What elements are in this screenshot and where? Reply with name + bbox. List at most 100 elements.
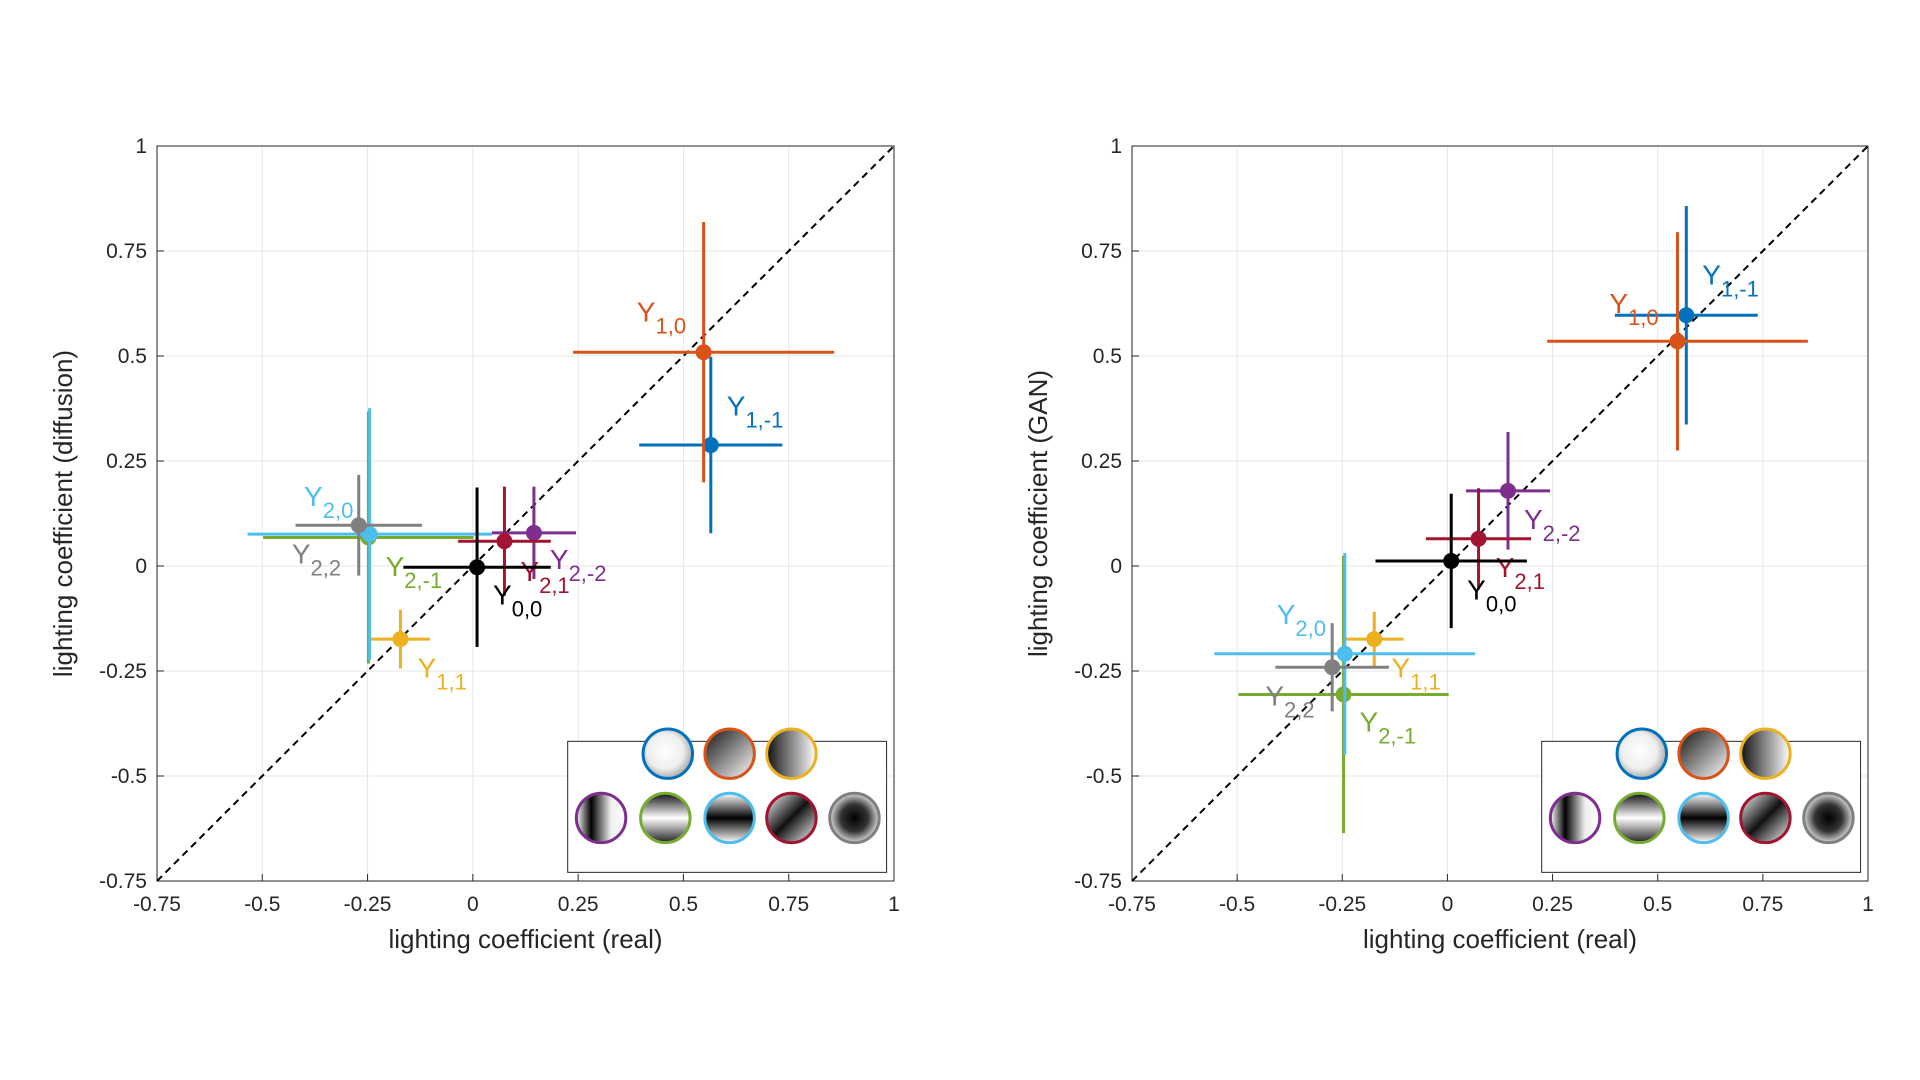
series-label-index: 1,1 [436,670,467,695]
series-label: Y2,0 [1277,599,1326,641]
series-label-index: 2,-2 [569,561,607,586]
x-tick-label: 1 [888,893,900,916]
x-tick-label: 0.75 [768,893,809,916]
series-label-index: 2,1 [1514,569,1545,594]
axes-box [1131,145,1869,882]
y-tick-label: 1 [135,135,147,158]
series-label-main: Y [1702,259,1721,290]
series-label: Y2,-2 [550,544,607,586]
point [1470,530,1487,547]
series-label-main: Y [292,539,311,570]
series-label-index: 0,0 [512,596,543,621]
identity-line [1131,145,1869,882]
inset-swatch [1677,791,1730,845]
y-tick-label: -0.75 [1074,870,1122,893]
y-tick-label: -0.25 [1074,660,1122,683]
inset-swatch [1802,791,1855,845]
series-label: Y2,1 [1496,552,1545,594]
inset-swatch [1548,791,1602,845]
point [1366,631,1383,648]
inset-swatch [641,727,695,780]
series-label: Y2,0 [304,481,353,523]
series-label-index: 1,0 [655,313,686,338]
x-tick-label: -0.5 [1219,893,1255,916]
series-label: Y0,0 [1467,574,1516,616]
x-tick-label: 0.5 [669,893,698,916]
x-tick-label: 0 [1442,893,1454,916]
x-tick-label: 0.25 [1532,893,1573,916]
inset-swatch [765,791,818,845]
series-label-index: 2,1 [539,573,570,598]
series-label: Y2,2 [292,539,341,581]
inset-swatch [639,791,692,845]
point [1443,552,1460,569]
series-label: Y2,2 [1265,681,1314,723]
x-tick-label: -0.25 [1318,893,1366,916]
series-label: Y1,-1 [1702,259,1759,301]
series-label-index: 2,-2 [1543,521,1581,546]
series-label-index: 1,-1 [1721,276,1759,301]
point [469,559,486,576]
inset-swatch [1677,727,1730,780]
series-label-main: Y [386,551,405,582]
y-tick-label: 0.75 [1081,240,1122,263]
series-label-index: 1,-1 [745,407,783,432]
series-label: Y2,1 [520,556,569,598]
x-axis-label: lighting coefficient (real) [388,924,662,954]
point [361,526,378,543]
point [496,533,513,550]
point [1678,307,1695,324]
y-tick-label: 1 [1110,135,1122,158]
series-label-main: Y [1609,288,1628,319]
series-label-main: Y [1524,504,1543,535]
series-label-main: Y [1360,707,1379,738]
series-label: Y0,0 [493,579,542,621]
x-tick-label: 0.5 [1643,893,1672,916]
y-tick-label: 0.25 [1081,450,1122,473]
inset-swatch [1739,727,1792,780]
series-label-main: Y [418,653,437,684]
inset-swatch [1615,727,1669,780]
x-axis-label: lighting coefficient (real) [1363,924,1637,954]
y-tick-label: -0.5 [1086,765,1122,788]
series-label-main: Y [1496,552,1515,583]
y-tick-label: -0.25 [99,660,147,683]
point [1669,333,1686,350]
series-label: Y1,0 [637,296,686,338]
series-label-main: Y [637,296,656,327]
series-label: Y1,1 [418,653,467,695]
point [1499,482,1516,499]
series-label-index: 2,-1 [1378,724,1416,749]
series-label-main: Y [1265,681,1284,712]
y-axis-label: lighting coefficient (diffusion) [48,350,78,677]
series-label: Y1,1 [1391,653,1440,695]
point [1336,645,1353,662]
x-tick-label: 0.75 [1742,893,1783,916]
x-tick-label: -0.25 [344,893,392,916]
inset-swatch [703,727,756,780]
series-label-main: Y [550,544,569,575]
x-tick-label: 0.25 [558,893,599,916]
point [350,517,367,534]
inset-swatch [1739,791,1792,845]
series-label-main: Y [493,579,512,610]
series-label-index: 1,0 [1628,305,1659,330]
point [702,437,719,454]
series-label-index: 2,0 [1295,616,1326,641]
series-label-main: Y [520,556,539,587]
inset-swatch [574,791,628,845]
inset-swatch [828,791,881,845]
series-label: Y2,-1 [386,551,443,593]
series-label-main: Y [1277,599,1296,630]
x-tick-label: 0 [467,893,479,916]
point [1324,659,1341,676]
series-label-index: 2,2 [311,556,342,581]
y-tick-label: 0.5 [1093,345,1122,368]
y-tick-label: -0.75 [99,870,147,893]
series-label-main: Y [1391,653,1410,684]
axes-box [156,145,895,882]
identity-line [156,145,895,882]
point [525,524,542,541]
